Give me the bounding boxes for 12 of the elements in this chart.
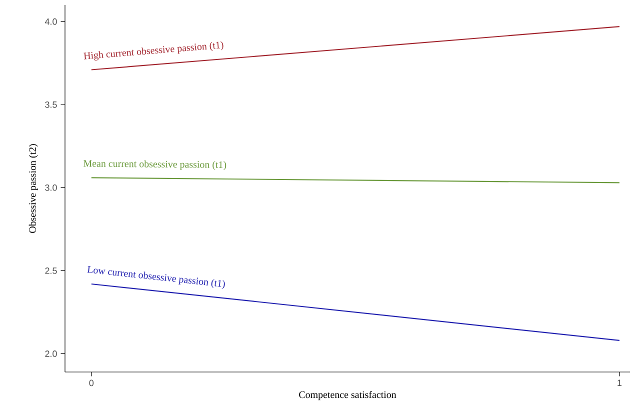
x-tick-label: 1 <box>618 380 622 386</box>
y-tick-label: 3.0 <box>45 184 57 191</box>
series-label: High current obsessive passion (t1) <box>84 41 224 61</box>
y-tick-label: 3.5 <box>45 101 57 108</box>
x-axis-title: Competence satisfaction <box>299 390 396 400</box>
y-axis-title: Obsessive passion (t2) <box>28 144 38 233</box>
y-tick-label: 4.0 <box>44 18 57 25</box>
y-tick-label: 2.0 <box>45 350 57 357</box>
y-tick-label: 2.5 <box>45 268 57 274</box>
series-label: Mean current obsessive passion (t1) <box>84 160 226 170</box>
x-tick-label: 0 <box>89 380 94 386</box>
text: Low current obsessive passion (t1) <box>87 266 225 290</box>
